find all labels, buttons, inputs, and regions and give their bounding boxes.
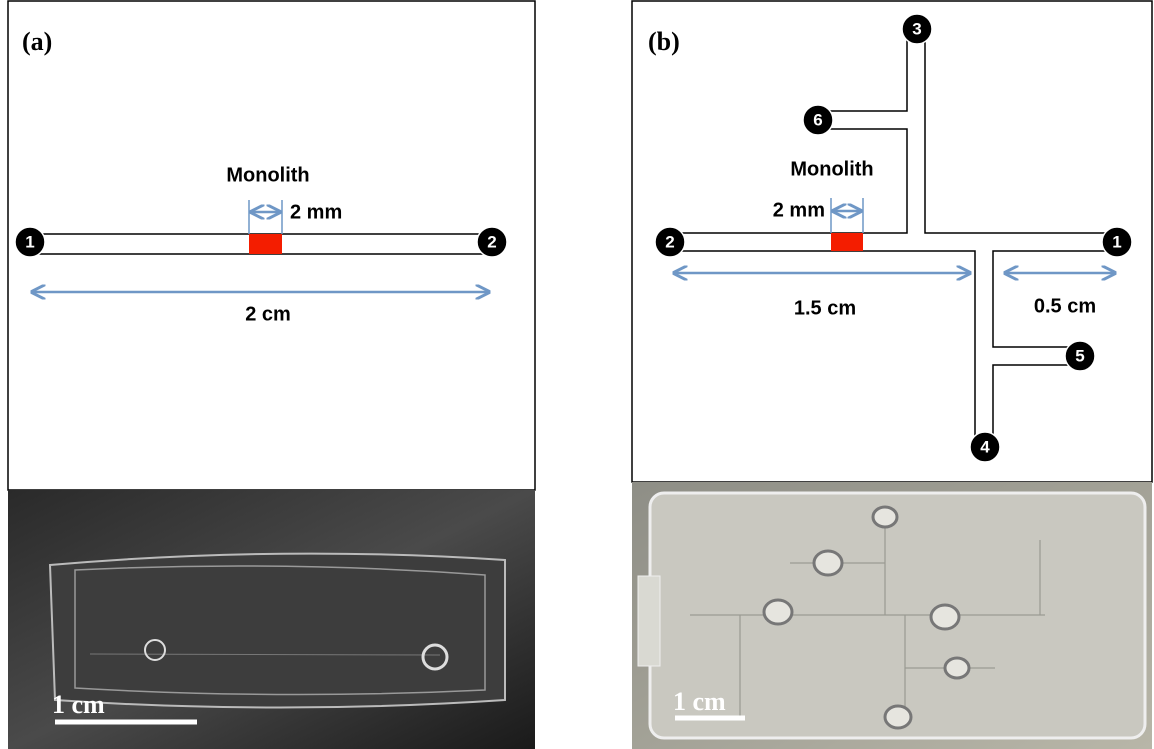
port [476,226,508,258]
width-label: 2 mm [290,201,342,223]
port-label: 6 [813,110,822,129]
frame [631,0,1153,483]
width-label: 2 mm [773,199,825,221]
length-label: 1.5 cm [794,297,856,319]
chip [48,552,506,709]
channel-photo [89,653,441,656]
monolith-label: Monolith [790,158,873,180]
port-label: 1 [1112,232,1121,251]
port-label: 3 [912,19,921,38]
port-label: 2 [487,232,496,251]
monolith [831,233,863,251]
port [901,13,933,45]
port-label: 5 [1075,346,1084,365]
hole [421,643,449,671]
panel-label: (a) [22,27,52,56]
holes [762,505,971,730]
panel-a: (a) Monolith 2 mm 2 cm 1 2 1 cm [7,0,536,749]
guide [248,200,283,234]
monolith-label: Monolith [226,164,309,186]
channels [670,32,1117,445]
port-label: 4 [980,437,990,456]
port-label: 1 [25,232,34,251]
port [654,226,686,258]
port-label: 2 [665,232,674,251]
port [802,104,834,136]
port [1064,340,1096,372]
hole [144,639,166,661]
panel-label: (b) [648,27,680,56]
chip-edge [637,575,661,667]
monolith [249,234,282,254]
scale-label: 1 cm [52,690,105,719]
guide [830,198,864,233]
port [14,226,46,258]
chip-edge [74,565,486,696]
panel-b: (b) Monolith 2 mm 1.5 cm 0.5 cm 1 2 3 4 … [631,0,1153,749]
length-label: 0.5 cm [1034,295,1096,317]
port [969,431,1001,463]
scale-label: 1 cm [673,687,726,716]
port [1101,226,1133,258]
length-label: 2 cm [245,303,291,325]
